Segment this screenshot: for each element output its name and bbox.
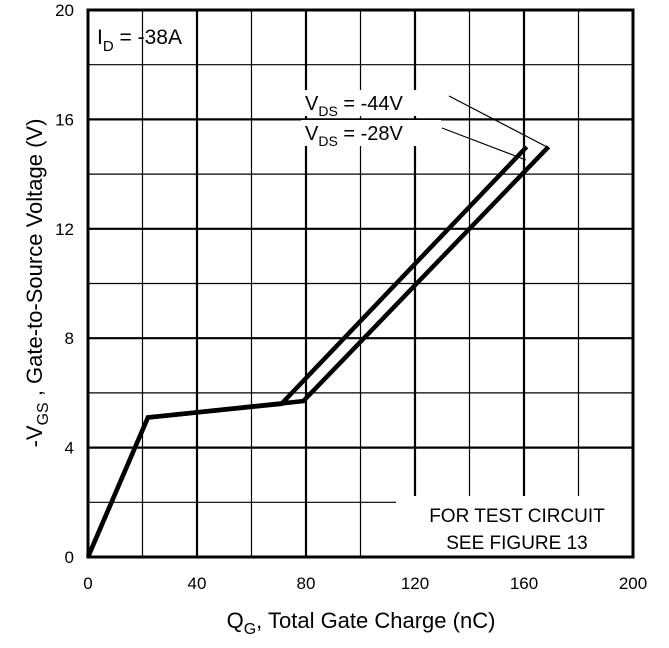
vds-28-label-main: V: [305, 123, 319, 145]
x-tick-label: 120: [401, 574, 429, 593]
vds-28-label: VDS = -28V: [305, 123, 403, 149]
current-annotation-value: = -38A: [114, 26, 182, 49]
test-circuit-note-line1: FOR TEST CIRCUIT: [429, 506, 605, 527]
vds-28-label-bg: [301, 120, 441, 146]
y-tick-label: 12: [55, 220, 74, 239]
y-tick-label: 16: [55, 110, 74, 129]
y-axis-title-main: -V: [22, 425, 47, 447]
vds-44-label-bg: [301, 90, 447, 116]
x-tick-label: 200: [619, 574, 647, 593]
y-tick-label: 20: [55, 1, 74, 20]
vds-44-label-sub: DS: [318, 103, 337, 119]
vds-44-label: VDS = -44V: [305, 93, 403, 119]
current-annotation-sub: D: [103, 38, 114, 55]
test-circuit-note-line2: SEE FIGURE 13: [446, 533, 588, 554]
y-axis-title-sub: GS: [35, 402, 52, 425]
vds-44-label-main: V: [305, 93, 319, 115]
series-vds-44-line: [85, 145, 551, 558]
y-axis-title: -VGS , Gate-to-Source Voltage (V): [22, 119, 52, 448]
y-tick-label: 4: [65, 439, 74, 458]
series-vds-28-line: [85, 145, 529, 558]
vds-44-leader-line: [448, 95, 550, 149]
y-tick-label: 8: [65, 329, 74, 348]
x-axis-title-sub: G: [244, 621, 256, 638]
x-tick-label: 160: [510, 574, 538, 593]
y-axis-title-text: , Gate-to-Source Voltage (V): [22, 119, 47, 403]
y-tick-label: 0: [65, 548, 74, 567]
plot-frame: [86, 8, 635, 559]
tick-labels: 0 40 80 120 160 200 0 4 8 12 16 20: [55, 1, 647, 593]
vds-28-label-sub: DS: [318, 133, 337, 149]
series-layer: [85, 145, 551, 558]
x-tick-label: 80: [297, 574, 316, 593]
x-axis-title-main: Q: [227, 608, 244, 633]
vds-28-label-value: = -28V: [338, 123, 404, 145]
current-annotation: ID = -38A: [97, 26, 182, 55]
vds-44-label-value: = -44V: [338, 93, 404, 115]
test-circuit-note-bg: [396, 496, 632, 556]
vds-28-leader-line: [441, 127, 527, 161]
x-tick-label: 40: [188, 574, 207, 593]
current-annotation-main: I: [97, 26, 103, 49]
x-axis-title: QG, Total Gate Charge (nC): [227, 608, 496, 638]
x-tick-label: 0: [83, 574, 92, 593]
x-axis-title-text: , Total Gate Charge (nC): [256, 608, 495, 633]
